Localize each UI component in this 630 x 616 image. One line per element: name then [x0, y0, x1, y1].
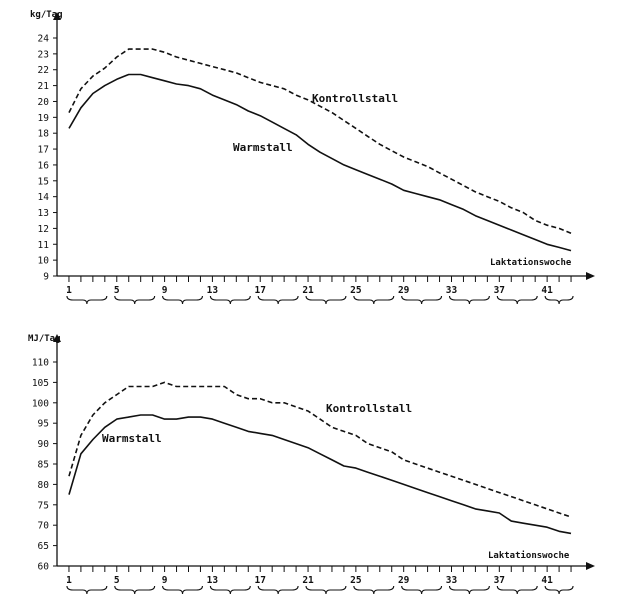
y-tick-label: 105 — [32, 378, 49, 389]
x-axis-arrow — [586, 562, 595, 570]
series-line-warmstall — [68, 414, 572, 535]
y-tick-label: 90 — [38, 439, 50, 450]
x-tick-label: 29 — [398, 285, 410, 296]
x-tick-label: 5 — [114, 285, 120, 296]
y-tick-label: 17 — [38, 145, 49, 156]
series-label-kontrollstall: Kontrollstall — [312, 92, 398, 105]
week-group-brace — [162, 295, 204, 305]
series-label-kontrollstall: Kontrollstall — [326, 402, 412, 415]
x-tick-label: 17 — [255, 575, 266, 586]
series-line-warmstall — [68, 73, 572, 252]
x-tick-label: 37 — [494, 285, 505, 296]
y-tick-label: 16 — [38, 160, 50, 171]
y-tick-label: 20 — [38, 97, 50, 108]
x-tick-label: 25 — [350, 285, 362, 296]
week-group-brace — [257, 585, 299, 595]
y-tick-label: 110 — [32, 358, 49, 369]
y-tick-label: 19 — [38, 113, 50, 124]
y-tick-label: 22 — [38, 65, 49, 76]
y-tick-label: 23 — [38, 49, 49, 60]
week-group-brace — [209, 585, 251, 595]
y-tick-label: 80 — [38, 480, 50, 491]
x-axis-label: Laktationswoche — [490, 257, 572, 268]
y-tick-label: 60 — [38, 562, 50, 573]
week-group-brace — [66, 585, 108, 595]
y-tick-label: 85 — [38, 460, 49, 471]
y-tick-label: 18 — [38, 129, 50, 140]
week-group-brace — [496, 295, 538, 305]
x-tick-label: 9 — [162, 285, 168, 296]
y-axis-unit-label: MJ/Tag — [28, 334, 61, 344]
y-tick-label: 14 — [38, 192, 50, 203]
week-group-brace — [448, 585, 490, 595]
week-group-brace — [448, 295, 490, 305]
week-group-brace — [257, 295, 299, 305]
x-tick-label: 1 — [66, 575, 72, 586]
x-tick-label: 1 — [66, 285, 72, 296]
week-group-brace — [162, 585, 204, 595]
y-tick-label: 13 — [38, 208, 49, 219]
x-tick-label: 5 — [114, 575, 120, 586]
y-tick-label: 95 — [38, 419, 49, 430]
x-tick-label: 25 — [350, 575, 362, 586]
y-tick-label: 65 — [38, 541, 49, 552]
x-tick-label: 13 — [207, 285, 219, 296]
y-tick-label: 75 — [38, 500, 49, 511]
week-group-brace — [66, 295, 108, 305]
y-tick-label: 10 — [38, 256, 50, 267]
week-group-brace — [114, 295, 156, 305]
x-tick-label: 41 — [541, 575, 553, 586]
week-group-brace — [305, 585, 347, 595]
x-tick-label: 13 — [207, 575, 219, 586]
y-axis-unit-label: kg/Tag — [30, 10, 63, 20]
week-group-brace — [353, 295, 395, 305]
y-tick-label: 15 — [38, 176, 49, 187]
x-tick-label: 17 — [255, 285, 266, 296]
week-group-brace — [209, 295, 251, 305]
y-tick-label: 24 — [38, 34, 50, 45]
x-tick-label: 21 — [302, 575, 314, 586]
chart-bottom-energy: MJ/TagLaktationswoche6065707580859095100… — [28, 334, 595, 595]
x-tick-label: 41 — [541, 285, 553, 296]
y-tick-label: 70 — [38, 521, 50, 532]
week-group-brace — [305, 295, 347, 305]
x-tick-label: 9 — [162, 575, 168, 586]
y-tick-label: 12 — [38, 224, 49, 235]
series-label-warmstall: Warmstall — [102, 432, 162, 445]
chart-top-milk-yield: kg/TagLaktationswoche9101112131415161718… — [30, 10, 595, 305]
y-axis-arrow — [53, 334, 61, 342]
series-label-warmstall: Warmstall — [233, 141, 293, 154]
x-axis-arrow — [586, 272, 595, 280]
x-tick-label: 33 — [446, 575, 458, 586]
week-group-brace — [114, 585, 156, 595]
week-group-brace — [544, 295, 574, 305]
week-group-brace — [353, 585, 395, 595]
y-axis-arrow — [53, 12, 61, 20]
series-line-kontrollstall — [68, 48, 572, 234]
week-group-brace — [401, 585, 443, 595]
week-group-brace — [496, 585, 538, 595]
week-group-brace — [401, 295, 443, 305]
y-tick-label: 9 — [43, 272, 49, 283]
series-line-kontrollstall — [68, 381, 572, 518]
x-axis-label: Laktationswoche — [488, 550, 570, 561]
y-tick-label: 11 — [38, 240, 50, 251]
x-tick-label: 21 — [302, 285, 314, 296]
x-tick-label: 29 — [398, 575, 410, 586]
y-tick-label: 21 — [38, 81, 50, 92]
x-tick-label: 33 — [446, 285, 458, 296]
week-group-brace — [544, 585, 574, 595]
y-tick-label: 100 — [32, 398, 49, 409]
x-tick-label: 37 — [494, 575, 505, 586]
